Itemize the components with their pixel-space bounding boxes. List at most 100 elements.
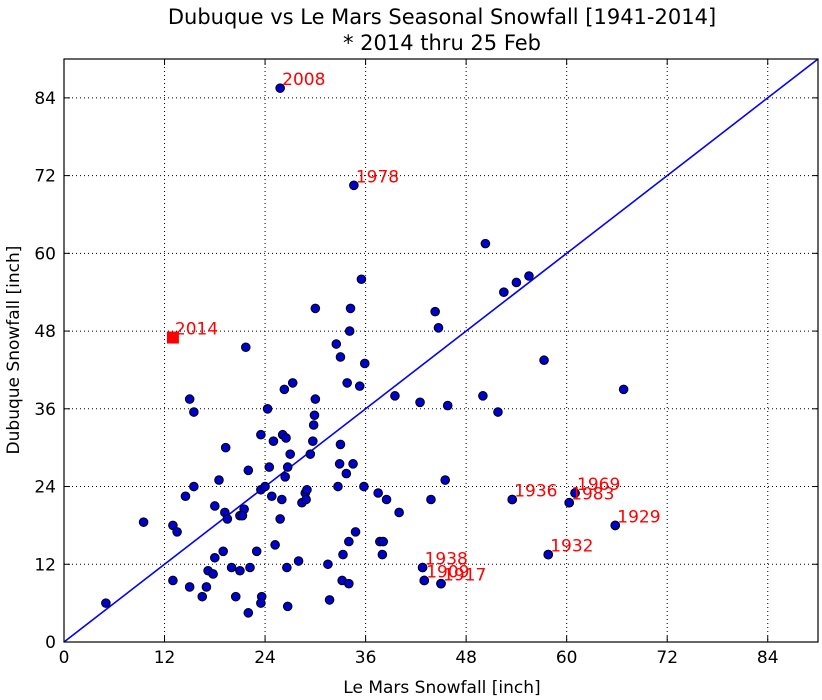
year-annotation: 1983: [571, 485, 614, 505]
labeled-data-point: [564, 497, 574, 508]
data-point: [282, 601, 293, 612]
data-point: [350, 527, 361, 537]
data-point: [394, 507, 404, 518]
data-point: [184, 394, 195, 404]
data-point: [245, 562, 255, 573]
data-point: [480, 238, 491, 249]
labeled-data-point: [349, 180, 359, 191]
data-point: [237, 510, 248, 521]
data-point: [189, 407, 199, 417]
data-point: [324, 595, 335, 605]
y-tick-label: 24: [34, 478, 56, 498]
data-point: [280, 472, 290, 482]
data-point: [359, 481, 369, 492]
data-point: [493, 407, 503, 417]
data-point: [342, 378, 352, 388]
data-point: [230, 591, 241, 602]
highlight-annotation: 2014: [175, 320, 218, 340]
data-point: [256, 598, 266, 608]
chart-subtitle: * 2014 thru 25 Feb: [343, 31, 541, 55]
data-point: [378, 536, 388, 547]
y-tick-label: 48: [34, 322, 56, 342]
data-point: [285, 449, 296, 459]
year-annotation: 1938: [425, 550, 468, 570]
data-point: [214, 475, 224, 485]
data-point: [381, 494, 392, 505]
data-point: [277, 494, 287, 505]
labeled-data-point: [436, 578, 446, 589]
data-point: [279, 384, 290, 395]
data-point: [282, 462, 293, 472]
data-point: [305, 449, 316, 459]
y-tick-label: 12: [34, 555, 56, 575]
data-point: [415, 397, 425, 408]
x-tick-label: 12: [154, 648, 176, 668]
data-point: [333, 481, 343, 492]
data-point: [373, 488, 383, 498]
y-tick-label: 72: [34, 167, 56, 187]
x-tick-label: 72: [656, 648, 678, 668]
data-point: [356, 274, 367, 285]
data-point: [210, 552, 220, 563]
year-annotation: 1909: [426, 562, 469, 582]
year-annotation: 1969: [577, 475, 620, 495]
y-axis-label: Dubuque Snowfall [inch]: [4, 246, 24, 455]
x-tick-label: 0: [59, 648, 70, 668]
data-point: [281, 433, 291, 443]
data-point: [440, 475, 450, 485]
data-point: [539, 355, 549, 366]
data-point: [180, 491, 191, 502]
data-point: [266, 491, 277, 502]
data-point: [226, 562, 237, 573]
data-point: [201, 582, 212, 592]
data-point: [433, 323, 444, 333]
data-point: [348, 459, 358, 469]
data-point: [208, 569, 218, 579]
year-annotation: 1978: [356, 167, 399, 187]
data-point: [220, 442, 231, 453]
data-point: [511, 277, 522, 288]
reference-line-group: [63, 58, 819, 643]
data-point: [331, 339, 342, 349]
labeled-data-point: [507, 494, 518, 505]
data-point: [222, 514, 233, 524]
data-point: [256, 429, 266, 440]
labeled-data-point: [417, 562, 428, 573]
data-point: [499, 287, 509, 298]
data-point: [344, 536, 354, 547]
data-point: [338, 549, 348, 560]
year-annotation: 1932: [550, 537, 593, 557]
data-point: [308, 420, 319, 430]
data-point: [430, 306, 440, 317]
x-tick-label: 60: [556, 648, 578, 668]
data-point: [344, 326, 355, 336]
data-point: [184, 582, 195, 592]
chart-title: Dubuque vs Le Mars Seasonal Snowfall [19…: [168, 5, 716, 29]
data-point: [243, 608, 254, 618]
data-point: [310, 394, 321, 404]
x-axis-label: Le Mars Snowfall [inch]: [343, 678, 540, 698]
data-point: [172, 527, 182, 537]
data-point: [293, 556, 304, 566]
year-annotation: 2008: [282, 70, 325, 90]
data-point: [334, 459, 345, 469]
grid: [63, 59, 818, 643]
data-point: [426, 494, 436, 505]
one-to-one-line: [63, 58, 819, 643]
data-point: [275, 514, 285, 524]
data-point: [282, 562, 292, 573]
x-tick-label: 24: [254, 648, 276, 668]
data-point: [341, 468, 352, 479]
x-tick-label: 36: [355, 648, 377, 668]
data-point: [101, 598, 111, 608]
x-tick-label: 84: [757, 648, 779, 668]
data-point: [218, 546, 228, 557]
y-tick-label: 84: [34, 89, 56, 109]
data-point: [268, 436, 279, 446]
data-point: [302, 484, 312, 495]
data-point: [524, 271, 534, 281]
data-point: [270, 540, 280, 550]
highlight-point-2014: [166, 331, 179, 344]
